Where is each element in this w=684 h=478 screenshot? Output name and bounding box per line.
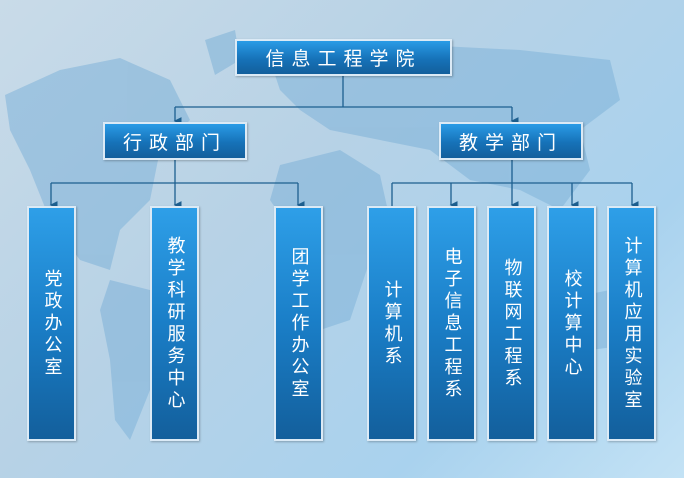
dept-node-admin: 行政部门 [103, 122, 247, 160]
root-node: 信息工程学院 [235, 39, 452, 76]
unit-label: 计算机应用实验室 [621, 235, 643, 412]
unit-node: 计算机系 [367, 206, 416, 441]
unit-node: 计算机应用实验室 [607, 206, 656, 441]
unit-node: 团学工作办公室 [274, 206, 323, 441]
dept-node-teaching: 教学部门 [439, 122, 583, 160]
unit-label: 教学科研服务中心 [164, 235, 186, 412]
unit-node: 校计算中心 [547, 206, 596, 441]
unit-label: 物联网工程系 [501, 257, 523, 390]
unit-node: 物联网工程系 [487, 206, 536, 441]
unit-label: 党政办公室 [41, 268, 63, 379]
root-label: 信息工程学院 [265, 48, 422, 70]
unit-node: 教学科研服务中心 [150, 206, 199, 441]
unit-node: 电子信息工程系 [427, 206, 476, 441]
unit-node: 党政办公室 [27, 206, 76, 441]
unit-label: 团学工作办公室 [288, 246, 310, 401]
unit-label: 计算机系 [381, 279, 403, 368]
unit-label: 校计算中心 [561, 268, 583, 379]
dept-label: 教学部门 [458, 131, 563, 154]
dept-label: 行政部门 [122, 131, 227, 154]
unit-label: 电子信息工程系 [441, 246, 463, 401]
